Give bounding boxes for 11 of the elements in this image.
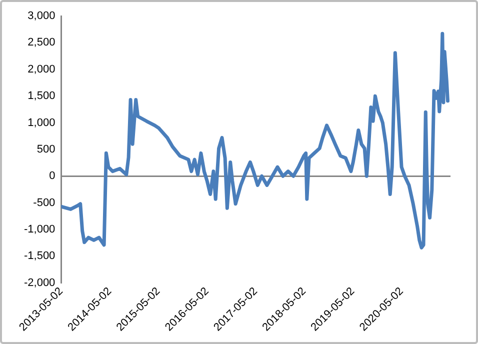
- y-tick-label: 500: [36, 143, 56, 156]
- y-tick-label: -1,500: [24, 250, 56, 262]
- y-tick-label: 2,000: [28, 63, 56, 76]
- y-tick-label: 1,500: [28, 90, 56, 102]
- y-tick-label: 0: [49, 170, 56, 182]
- y-tick-label: 1,000: [28, 116, 56, 129]
- y-tick-label: 3,000: [28, 10, 56, 22]
- y-tick-label: 2,500: [28, 36, 56, 49]
- y-tick-label: -500: [33, 196, 56, 209]
- y-tick-label: -1,000: [24, 224, 56, 236]
- y-tick-label: -2,000: [24, 276, 56, 289]
